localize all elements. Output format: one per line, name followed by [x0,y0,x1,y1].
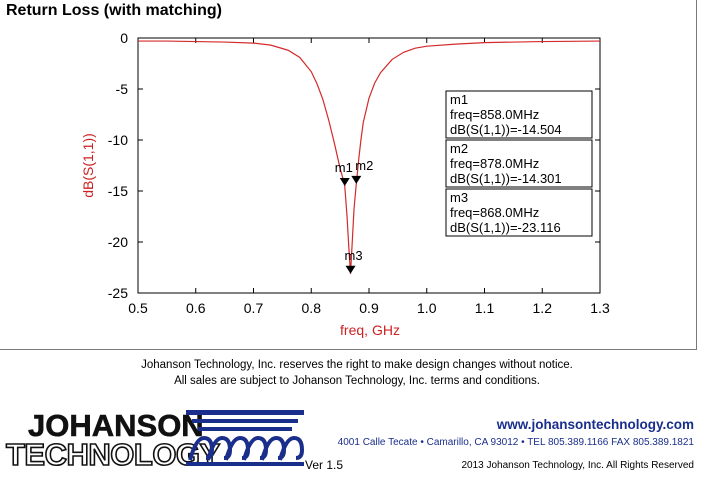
marker-readout-line: m2 [450,141,468,156]
marker-readout-line: m3 [450,190,468,205]
marker-readout-line: freq=858.0MHz [450,107,539,122]
marker-m3-label: m3 [345,248,363,263]
x-tick-label: 1.1 [475,300,495,316]
marker-readout-line: freq=878.0MHz [450,156,539,171]
logo-waves-icon [186,410,304,466]
website-link[interactable]: www.johansontechnology.com [496,417,694,432]
marker-m1-label: m1 [335,160,353,175]
disclaimer: Johanson Technology, Inc. reserves the r… [0,357,714,389]
marker-readout-box [445,188,593,237]
x-tick-label: 0.8 [302,300,322,316]
company-address: 4001 Calle Tecate • Camarillo, CA 93012 … [337,437,694,448]
chart-panel: Return Loss (with matching) 0.5 0.6 0.7 0.8… [0,0,697,350]
x-tick-label: 0.5 [128,300,148,316]
marker-readout-line: m1 [450,92,468,107]
y-axis-label: dB(S(1,1)) [80,133,96,198]
version-label: Ver 1.5 [305,458,344,472]
copyright-notice: 2013 Johanson Technology, Inc. All Right… [461,460,694,471]
x-tick-label: 1.2 [533,300,553,316]
marker-m2-triangle [351,175,362,184]
x-tick-label: 0.6 [186,300,206,316]
marker-readout-box [445,139,593,188]
x-axis-label: freq, GHz [340,322,400,338]
x-tick-label: 1.3 [590,300,610,316]
marker-readout-box [445,90,593,139]
marker-m2-label: m2 [355,158,373,173]
y-tick-label: -20 [108,234,128,250]
x-tick-label: 1.0 [417,300,437,316]
disclaimer-line-1: Johanson Technology, Inc. reserves the r… [141,359,573,371]
company-logo: JOHANSON TECHNOLOGY [5,408,304,473]
logo-word-johanson: JOHANSON [28,408,204,444]
logo-word-technology: TECHNOLOGY [5,436,221,473]
x-tick-label: 0.7 [244,300,264,316]
chart-title: Return Loss (with matching) [6,2,222,19]
marker-readout-line: dB(S(1,1))=-23.116 [450,220,561,235]
marker-m3-triangle [345,265,356,274]
series-line-0 [138,40,601,274]
disclaimer-line-2: All sales are subject to Johanson Techno… [174,375,540,387]
y-tick-label: -5 [116,81,129,97]
marker-readout-line: dB(S(1,1))=-14.301 [450,171,562,186]
y-tick-label: -10 [108,132,128,148]
y-tick-label: -15 [108,183,128,199]
y-tick-label: -25 [108,285,128,301]
x-tick-label: 0.9 [359,300,379,316]
marker-m1-triangle [339,177,350,186]
marker-readout-line: freq=868.0MHz [450,205,539,220]
return-loss-plot: 0.5 0.6 0.7 0.8 0.9 1.0 1.1 1.2 1.3 0 -5 -10 -15 -20 -… [80,30,610,338]
y-tick-label: 0 [120,30,128,46]
marker-readout-line: dB(S(1,1))=-14.504 [450,122,562,137]
